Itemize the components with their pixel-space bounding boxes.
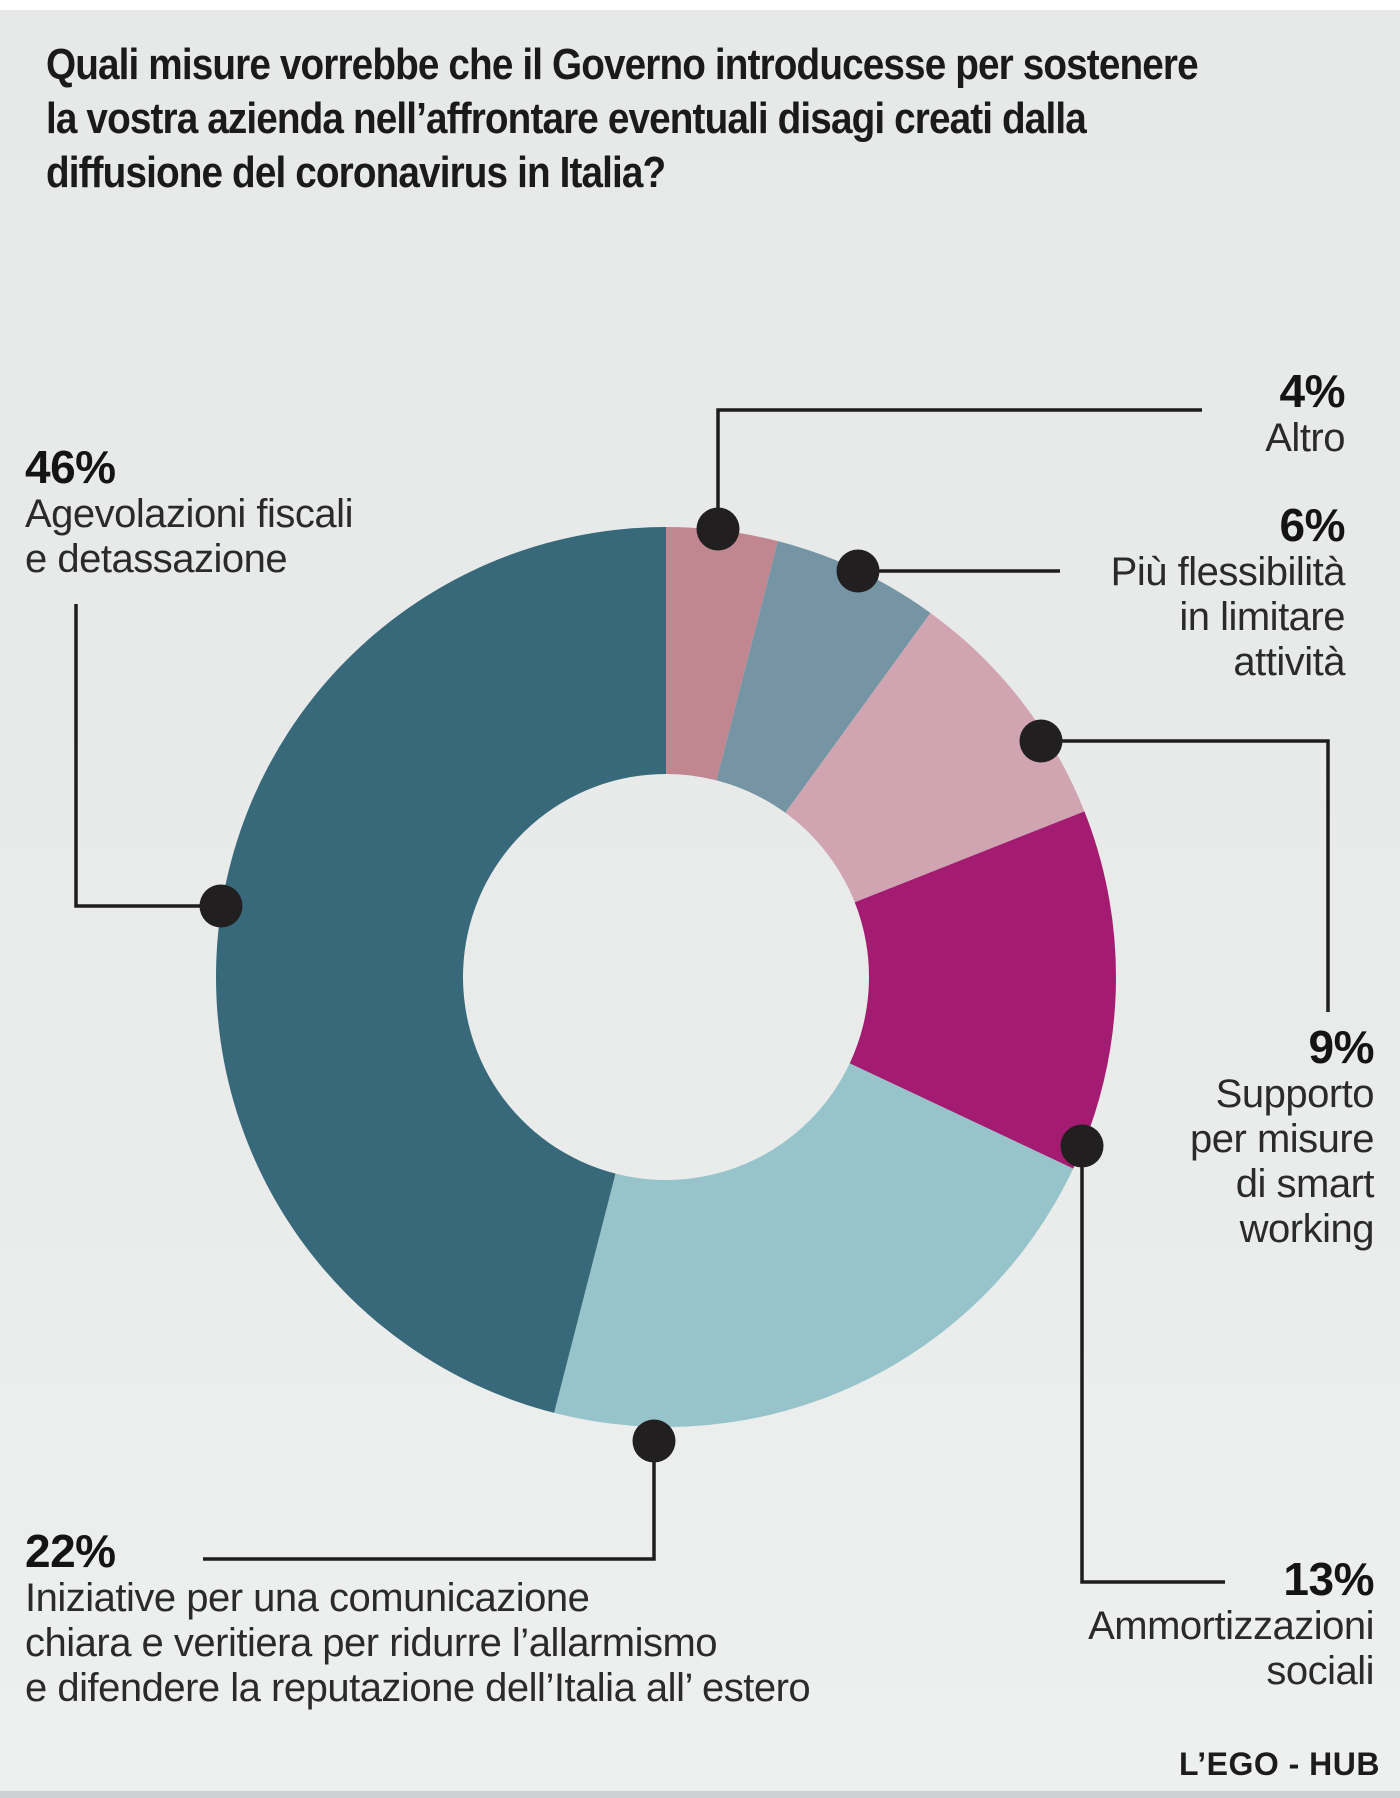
callout-flessibilita-label-2: in limitare [1179,595,1345,639]
callout-agevolazioni-pct: 46% [25,441,116,493]
callout-ammortizzazioni-label-2: sociali [1266,1649,1374,1693]
callout-smart-working-label-4: working [1239,1207,1375,1251]
callout-dot-3 [1060,1124,1104,1168]
title-line-2: la vostra azienda nell’affrontare eventu… [46,94,1087,143]
donut-slice-6pct [716,541,931,813]
callout-flessibilita: 6% Più flessibilità in limitare attività [1110,499,1346,685]
callout-iniziative-label-1: Iniziative per una comunicazione [25,1576,590,1620]
callout-agevolazioni-label-1: Agevolazioni fiscali [25,492,353,536]
callout-dot-2 [1019,719,1063,763]
callout-leader-line-3 [1080,1146,1225,1584]
callout-flessibilita-label-1: Più flessibilità [1110,550,1346,594]
callout-iniziative-pct: 22% [25,1525,116,1577]
callout-iniziative-label-3: e difendere la reputazione dell’Italia a… [25,1666,811,1710]
callout-flessibilita-label-3: attività [1233,640,1345,684]
chart-question-title: Quali misure vorrebbe che il Governo int… [46,38,1199,200]
bottom-edge-strip [0,1791,1400,1798]
callout-ammortizzazioni-pct: 13% [1283,1553,1374,1605]
callout-flessibilita-pct: 6% [1279,499,1346,551]
callout-dot-5 [199,884,243,928]
donut-slice-46pct [215,527,666,1413]
callout-iniziative-label-2: chiara e veritiera per ridurre l’allarmi… [25,1621,718,1665]
callout-altro-label: Altro [1265,416,1345,460]
callout-altro-pct: 4% [1279,365,1346,417]
callout-agevolazioni-label-2: e detassazione [25,537,288,581]
callout-smart-working: 9% Supporto per misure di smart working [1190,1022,1374,1252]
title-line-3: diffusione del coronavirus in Italia? [46,148,666,197]
callout-iniziative: 22% Iniziative per una comunicazione chi… [25,1525,811,1711]
donut-slice-13pct [849,811,1116,1169]
callout-dot-1 [836,549,880,593]
donut-slice-4pct [666,527,778,781]
donut-slice-9pct [785,612,1085,903]
callout-smart-working-label-2: per misure [1190,1117,1374,1161]
callout-dot-0 [696,507,740,551]
callout-leader-line-4 [203,1441,656,1561]
top-white-strip [0,0,1400,10]
callout-dot-4 [632,1419,676,1463]
callout-ammortizzazioni: 13% Ammortizzazioni sociali [1088,1554,1374,1694]
callout-smart-working-label-1: Supporto [1215,1072,1375,1116]
title-line-1: Quali misure vorrebbe che il Governo int… [46,40,1199,89]
callout-leader-line-5 [74,604,221,908]
callout-leader-line-2 [1041,739,1330,1012]
callout-agevolazioni: 46% Agevolazioni fiscali e detassazione [25,442,353,582]
callout-altro: 4% Altro [1265,366,1345,461]
callout-smart-working-label-3: di smart [1235,1162,1375,1206]
callout-smart-working-pct: 9% [1308,1021,1375,1073]
callout-leader-line-0 [716,408,1202,529]
callout-ammortizzazioni-label-1: Ammortizzazioni [1088,1604,1374,1648]
source-credit: L’EGO - HUB [1178,1746,1380,1782]
donut-slice-22pct [554,1063,1074,1427]
